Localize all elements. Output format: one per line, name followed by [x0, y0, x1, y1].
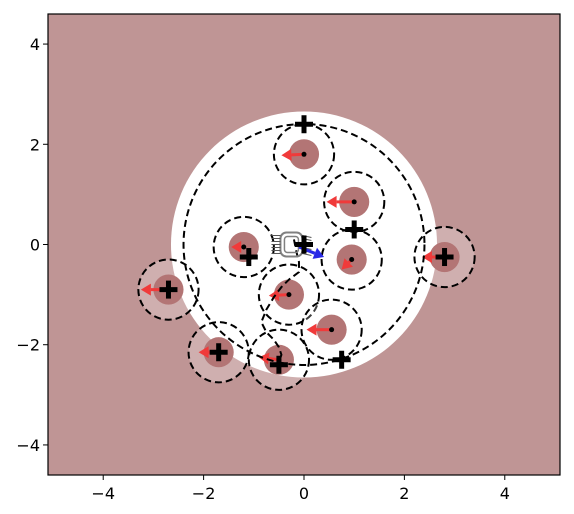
obstacle-3: [320, 228, 383, 291]
obstacle-velocity-arrow-head: [268, 289, 280, 302]
obstacle-5: [257, 263, 321, 326]
obstacle-center-dot: [349, 257, 355, 263]
goal-marker-2: [295, 235, 313, 254]
y-axis: −4 −2 0 2 4: [16, 35, 40, 455]
x-tick-label: 4: [500, 484, 510, 503]
y-tick-label: 0: [30, 236, 40, 255]
obstacle-center-dot: [329, 327, 335, 333]
obstacle-velocity-arrow-head: [326, 195, 337, 208]
goal-marker-4: [435, 248, 454, 267]
tick-marks: [43, 43, 506, 480]
robot-path: [260, 239, 300, 363]
obstacle-6: [300, 298, 363, 361]
y-tick-label: −4: [16, 436, 40, 455]
goal-marker-7: [269, 355, 288, 374]
goal-marker-0: [295, 115, 313, 134]
obstacle-2: [212, 215, 275, 279]
x-tick-label: 0: [299, 484, 309, 503]
obstacle-center-dot: [241, 244, 247, 250]
obstacle-center-dot: [351, 199, 357, 205]
obstacle-velocity-arrow-head: [281, 148, 292, 161]
goal-marker-8: [332, 350, 351, 369]
y-tick-label: 4: [30, 35, 40, 54]
obstacle-center-dot: [286, 292, 292, 298]
goal-marker-6: [209, 343, 228, 362]
robot-sensor-line: [302, 253, 312, 256]
goal-layer: [159, 115, 454, 374]
obstacle-velocity-arrow-head: [198, 346, 209, 359]
y-tick-label: 2: [30, 135, 40, 154]
obstacle-1: [323, 170, 386, 234]
x-axis: −4 −2 0 2 4: [91, 484, 509, 503]
obstacle-velocity-arrow-head: [140, 283, 151, 296]
plot-area: [48, 14, 560, 475]
x-tick-label: −2: [192, 484, 216, 503]
x-tick-label: 2: [399, 484, 409, 503]
goal-marker-1: [345, 220, 364, 239]
y-tick-label: −2: [16, 336, 40, 355]
obstacle-velocity-arrow-head: [306, 323, 317, 336]
obstacle-velocity-arrow-head: [231, 241, 242, 254]
obstacle-velocity-arrow-head: [258, 352, 270, 365]
obstacle-velocity-arrow: [306, 323, 332, 336]
obstacle-0: [272, 123, 336, 186]
obstacle-velocity-arrow-head: [341, 258, 353, 270]
obstacle-velocity-arrow-head: [421, 251, 432, 264]
goal-marker-3: [239, 248, 258, 267]
x-tick-label: −4: [91, 484, 115, 503]
goal-marker-5: [159, 280, 178, 299]
obstacle-center-dot: [301, 151, 307, 157]
robot-velocity-arrow-head: [312, 247, 325, 259]
obstacle-velocity-arrow: [326, 195, 355, 208]
